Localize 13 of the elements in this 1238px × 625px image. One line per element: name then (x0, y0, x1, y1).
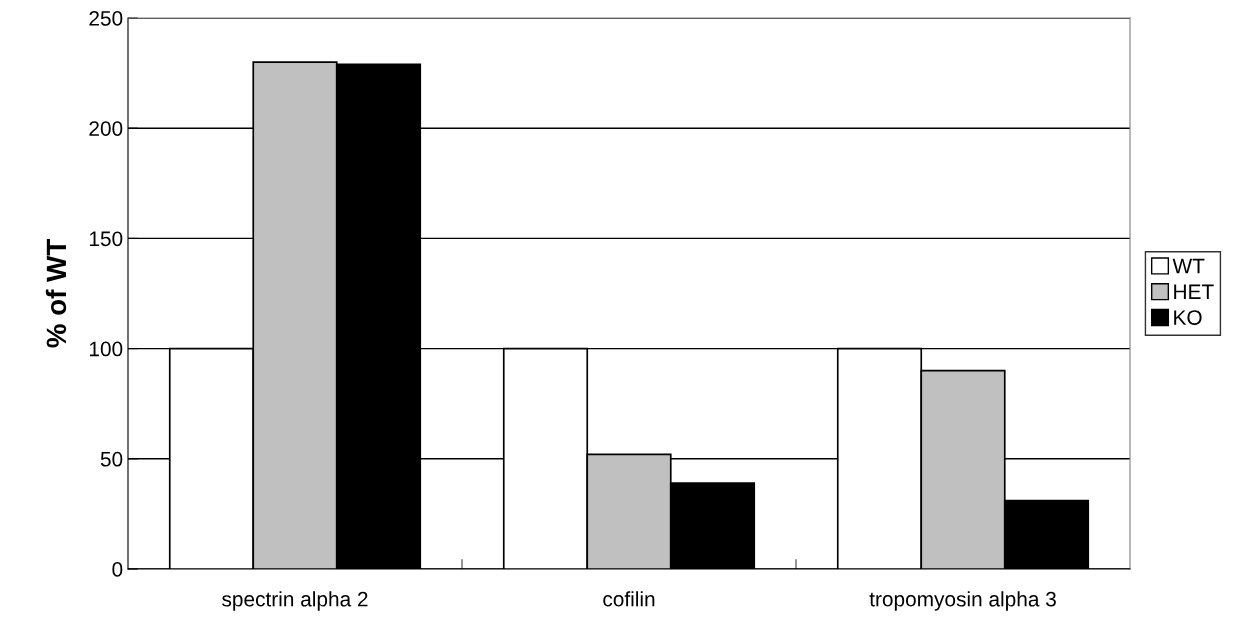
legend-label: KO (1174, 310, 1202, 325)
y-tick-label: 50 (100, 451, 123, 467)
x-tick-label: cofilin (603, 591, 655, 607)
y-axis-title: % of WT (45, 239, 67, 348)
legend-label: HET (1174, 284, 1214, 299)
y-tick-label: 200 (89, 121, 123, 136)
y-tick-label: 150 (89, 231, 123, 247)
y-tick-label: 100 (89, 341, 123, 357)
x-tick-label: tropomyosin alpha 3 (869, 591, 1056, 611)
x-tick-label: spectrin alpha 2 (222, 591, 368, 611)
legend-label: WT (1172, 258, 1205, 274)
y-tick-label: 250 (89, 11, 123, 26)
y-tick-label: 0 (112, 562, 123, 577)
